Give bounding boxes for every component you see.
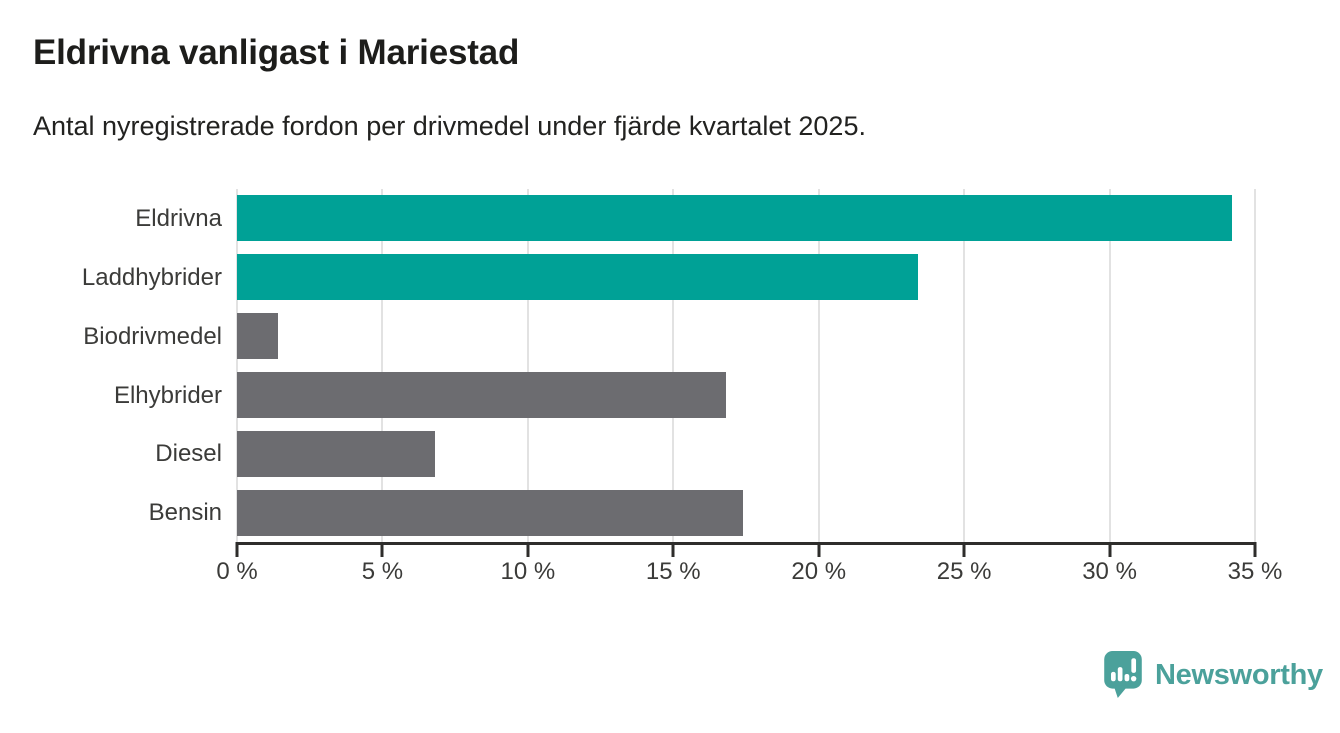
category-label-elhybrider: Elhybrider <box>113 381 222 409</box>
bar-elhybrider <box>237 371 726 418</box>
x-tick <box>380 542 384 557</box>
bar-biodrivmedel <box>237 313 278 360</box>
category-label-eldrivna: Eldrivna <box>135 205 222 232</box>
x-tick-label: 5 % <box>361 558 404 585</box>
plot-area <box>236 189 1256 542</box>
x-tick-label: 30 % <box>1082 558 1137 585</box>
bar-eldrivna <box>237 195 1232 242</box>
newsworthy-logo-icon <box>1104 651 1142 698</box>
category-label-biodrivmedel: Biodrivmedel <box>83 322 222 350</box>
x-tick <box>962 542 966 557</box>
gridline <box>817 189 820 542</box>
bar-diesel <box>237 430 435 477</box>
page-title: Eldrivna vanligast i Mariestad <box>33 33 520 72</box>
gridline <box>963 189 966 542</box>
x-tick <box>235 542 239 557</box>
bar-laddhybrider <box>237 254 918 301</box>
gridline <box>236 189 238 542</box>
x-tick <box>1253 542 1257 557</box>
category-label-bensin: Bensin <box>148 499 222 527</box>
gridline <box>1254 189 1256 542</box>
newsworthy-logo-text: Newsworthy <box>1155 658 1323 691</box>
x-tick-label: 10 % <box>500 558 556 585</box>
x-tick <box>671 542 675 557</box>
bar-bensin <box>237 489 744 536</box>
category-axis-labels: Eldrivna Laddhybrider Biodrivmedel Elhybrid… <box>0 189 222 543</box>
gridline <box>381 189 384 542</box>
newsworthy-logo: Newsworthy <box>1104 651 1323 699</box>
chart-subtitle: Antal nyregistrerade fordon per drivmede… <box>33 111 866 141</box>
gridline <box>526 189 529 542</box>
x-tick-label: 15 % <box>645 558 701 585</box>
category-label-laddhybrider: Laddhybrider <box>81 263 222 291</box>
gridline <box>672 189 675 542</box>
x-tick-label: 20 % <box>791 558 847 585</box>
x-tick-label: 35 % <box>1227 558 1283 585</box>
x-tick <box>817 542 821 557</box>
x-tick <box>1108 542 1112 557</box>
category-label-diesel: Diesel <box>155 440 222 468</box>
x-axis-line <box>237 542 1256 545</box>
gridline <box>1108 189 1111 542</box>
x-tick-label: 0 % <box>216 558 258 585</box>
x-tick <box>526 542 530 557</box>
x-tick-label: 25 % <box>936 558 992 585</box>
